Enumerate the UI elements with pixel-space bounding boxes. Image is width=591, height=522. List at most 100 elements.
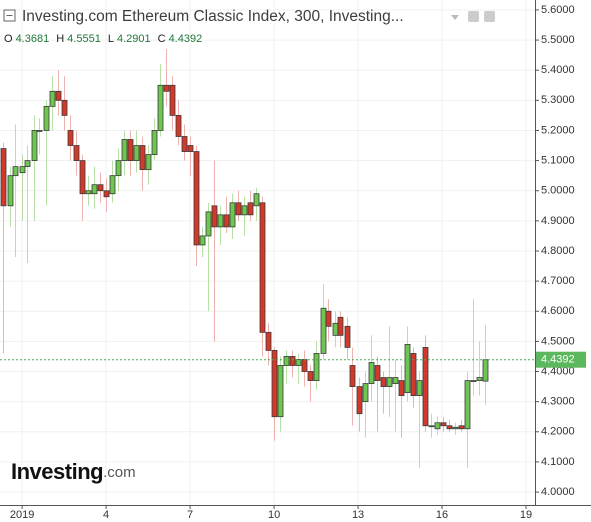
y-tick-label: 4.4000 — [541, 365, 575, 377]
candle-body — [163, 84, 170, 92]
watermark: Investing.com — [11, 459, 136, 484]
candle-body — [398, 380, 405, 397]
y-tick-label: 5.6000 — [541, 4, 575, 16]
candle-body — [79, 160, 86, 195]
candle-body — [31, 130, 38, 161]
candle-body — [368, 362, 375, 384]
ohlc-label: L — [108, 33, 114, 45]
candle-body — [464, 380, 471, 430]
candle-body — [0, 148, 7, 207]
candle-body — [247, 202, 254, 216]
candle-body — [416, 380, 423, 397]
y-tick-label: 5.1000 — [541, 155, 575, 167]
candle-body — [337, 316, 344, 336]
candle-body — [121, 139, 128, 161]
candle-body — [482, 359, 489, 382]
candle-body — [67, 130, 74, 146]
y-tick-label: 4.0000 — [541, 486, 575, 498]
ohlc-value: 4.4392 — [169, 33, 203, 45]
ohlc-value: 4.3681 — [16, 33, 50, 45]
last-price-box — [536, 351, 586, 368]
candle-body — [217, 214, 224, 228]
candle-body — [61, 99, 68, 116]
candle-body — [452, 426, 459, 430]
candle-body — [12, 166, 19, 177]
gear-icon[interactable] — [484, 11, 495, 22]
candle-body — [199, 235, 206, 246]
candle-body — [295, 359, 302, 366]
candle-body — [470, 380, 477, 382]
candles — [0, 49, 489, 468]
x-tick-label: 19 — [520, 509, 532, 521]
candle-body — [392, 377, 399, 384]
ohlc-legend: O 4.3681 H 4.5551 L 4.2901 C 4.4392 — [4, 33, 202, 45]
y-tick-label: 4.3000 — [541, 396, 575, 408]
settings-icon[interactable] — [468, 11, 479, 22]
y-tick-label: 4.1000 — [541, 456, 575, 468]
candle-body — [313, 353, 320, 381]
axes: 4.0000 4.1000 4.2000 4.3000 4.4000 4.5000 4.60… — [0, 4, 586, 521]
candle-body — [187, 145, 194, 152]
y-tick-label: 4.6000 — [541, 305, 575, 317]
candle-body — [434, 422, 441, 430]
candle-body — [428, 425, 435, 428]
candle-body — [145, 154, 152, 171]
candle-body — [169, 84, 176, 116]
candle-body — [223, 214, 230, 228]
x-tick-label: 13 — [352, 509, 364, 521]
ohlc-label: C — [158, 33, 166, 45]
y-tick-label: 4.9000 — [541, 215, 575, 227]
candle-body — [440, 422, 447, 427]
candle-body — [235, 202, 242, 216]
candle-body — [307, 371, 314, 381]
x-tick-label: 16 — [436, 509, 448, 521]
candle-body — [55, 90, 62, 101]
candle-body — [193, 151, 200, 246]
candle-body — [19, 166, 26, 174]
candle-body — [332, 322, 339, 336]
candle-body — [157, 84, 164, 131]
dropdown-caret[interactable] — [451, 15, 459, 20]
candle-body — [271, 350, 278, 418]
candle-body — [265, 331, 272, 351]
y-tick-label: 5.5000 — [541, 34, 575, 46]
candle-body — [115, 160, 122, 177]
candle-body — [386, 377, 393, 387]
candle-body — [476, 377, 483, 381]
candle-body — [446, 425, 453, 430]
candle-body — [109, 175, 116, 195]
x-tick-label: 7 — [187, 509, 193, 521]
candle-body — [103, 190, 110, 198]
candle-body — [127, 139, 134, 161]
candle-body — [404, 344, 411, 394]
candle-body — [422, 347, 429, 427]
y-tick-label: 4.2000 — [541, 426, 575, 438]
candle-body — [43, 105, 50, 131]
y-tick-label: 4.5000 — [541, 335, 575, 347]
candle-body — [7, 175, 14, 207]
candle-body — [91, 184, 98, 195]
candle-body — [253, 193, 260, 207]
candle-body — [277, 365, 284, 418]
candle-body — [175, 115, 182, 137]
candle-body — [349, 365, 356, 387]
candle-body — [283, 356, 290, 366]
chart-title: Investing.com Ethereum Classic Index, 30… — [22, 8, 404, 25]
y-tick-label: 5.0000 — [541, 185, 575, 197]
candle-body — [259, 202, 266, 333]
x-tick-label: 2019 — [10, 509, 34, 521]
last-price-label: 4.4392 — [541, 354, 575, 366]
candle-body — [362, 383, 369, 403]
candle-body — [24, 160, 31, 168]
x-tick-label: 10 — [268, 509, 280, 521]
candle-body — [85, 190, 92, 195]
candle-body — [344, 325, 351, 348]
candle-body — [320, 307, 327, 354]
y-tick-label: 5.3000 — [541, 94, 575, 106]
candle-body — [410, 353, 417, 397]
watermark-suffix: .com — [103, 464, 136, 481]
candle-body — [49, 90, 56, 107]
ohlc-value: 4.5551 — [67, 33, 101, 45]
